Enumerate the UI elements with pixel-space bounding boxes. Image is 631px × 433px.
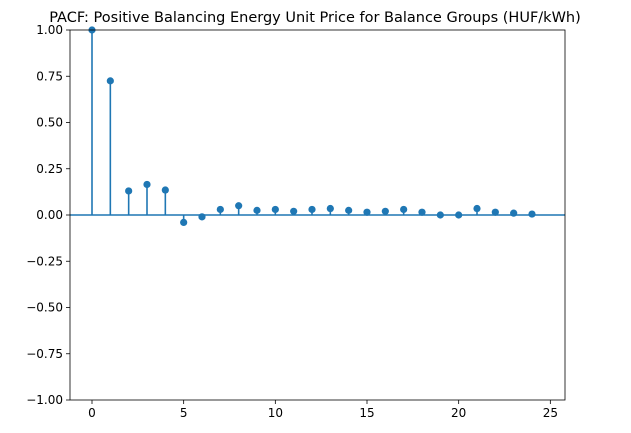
x-tick-label: 10 (268, 406, 283, 420)
marker-lag-21 (473, 204, 481, 213)
marker-lag-5 (180, 218, 188, 226)
x-tick-label: 15 (359, 406, 374, 420)
marker-lag-19 (436, 211, 444, 219)
y-tick-label: 1.00 (36, 23, 63, 37)
y-tick-label: 0.00 (36, 208, 63, 222)
marker-lag-22 (491, 208, 499, 216)
x-tick-label: 0 (88, 406, 96, 420)
marker-lag-18 (418, 208, 426, 216)
x-tick-label: 25 (543, 406, 558, 420)
marker-lag-24 (528, 210, 536, 218)
y-tick-label: −1.00 (26, 393, 63, 407)
marker-lag-6 (198, 213, 206, 221)
marker-lag-1 (106, 77, 114, 85)
y-tick-label: −0.50 (26, 301, 63, 315)
markers-layer (88, 26, 536, 226)
y-tick-label: −0.25 (26, 254, 63, 268)
marker-lag-13 (326, 204, 334, 213)
x-tick-label: 20 (451, 406, 466, 420)
marker-lag-14 (345, 206, 353, 214)
marker-lag-10 (271, 205, 279, 214)
chart-title: PACF: Positive Balancing Energy Unit Pri… (49, 10, 581, 26)
x-tick-label: 5 (180, 406, 188, 420)
marker-lag-15 (363, 208, 371, 216)
marker-lag-9 (253, 206, 261, 214)
marker-lag-8 (235, 202, 243, 210)
marker-lag-11 (290, 207, 298, 215)
y-tick-label: 0.25 (36, 162, 63, 176)
y-tick-label: 0.75 (36, 69, 63, 83)
marker-lag-3 (143, 180, 151, 189)
marker-lag-4 (161, 186, 169, 194)
marker-lag-17 (400, 205, 408, 214)
y-tick-label: −0.75 (26, 347, 63, 361)
marker-lag-12 (308, 205, 316, 214)
y-tick-label: 0.50 (36, 116, 63, 130)
marker-lag-16 (381, 207, 389, 215)
y-axis: 1.00 0.75 0.50 0.25 0.00 −0.25 −0.50 −0.75 −1.00 (26, 23, 70, 407)
stems-layer (91, 30, 533, 223)
marker-lag-7 (216, 205, 224, 214)
marker-lag-23 (510, 209, 518, 217)
marker-lag-20 (455, 211, 463, 219)
x-axis: 0 5 10 15 20 25 (88, 400, 558, 420)
marker-lag-2 (125, 187, 133, 195)
